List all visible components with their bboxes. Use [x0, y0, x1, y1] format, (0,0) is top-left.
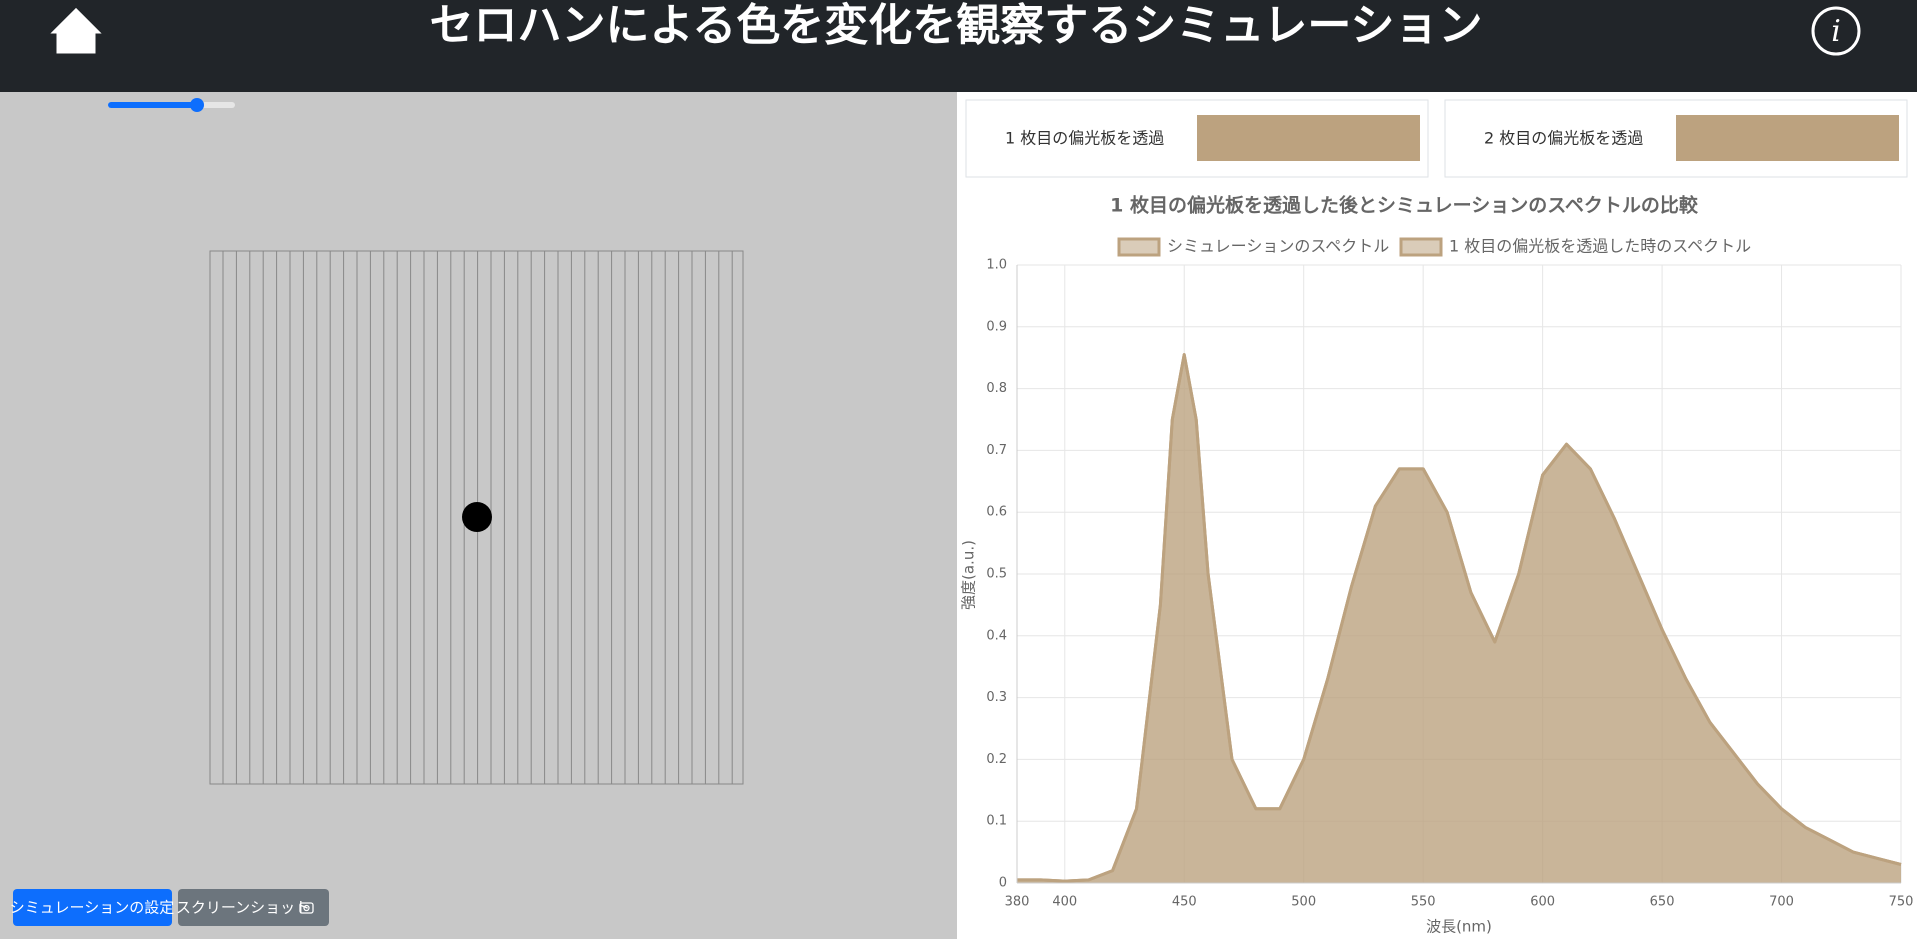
cellophane-stripes — [209, 250, 744, 785]
header-bar — [0, 0, 1917, 92]
x-tick-label: 750 — [1889, 895, 1914, 910]
info-icon[interactable]: i — [1811, 6, 1861, 56]
x-tick-label: 450 — [1172, 895, 1197, 910]
x-tick-label: 650 — [1650, 895, 1675, 910]
x-tick-label: 600 — [1530, 895, 1555, 910]
stripe-frame — [209, 250, 744, 785]
screenshot-button[interactable]: スクリーンショット — [176, 889, 329, 926]
screenshot-label: スクリーンショット — [176, 899, 310, 917]
y-tick-label: 0.5 — [986, 567, 1007, 582]
home-icon[interactable] — [50, 7, 102, 54]
x-tick-label: 550 — [1411, 895, 1436, 910]
legend-label: 1 枚目の偏光板を透過した時のスペクトル — [1449, 237, 1751, 256]
color-swatch — [1676, 115, 1899, 161]
x-tick-label: 380 — [1005, 895, 1030, 910]
y-tick-label: 0.1 — [986, 814, 1007, 829]
legend-label: シミュレーションのスペクトル — [1167, 237, 1389, 256]
y-tick-label: 1.0 — [986, 258, 1007, 273]
y-tick-label: 0.8 — [986, 381, 1007, 396]
x-tick-label: 700 — [1769, 895, 1794, 910]
area-fill — [1017, 354, 1901, 884]
settings-label: シミュレーションの設定 — [10, 899, 174, 917]
swatch-label: 1 枚目の偏光板を透過 — [1005, 129, 1164, 148]
y-tick-label: 0.6 — [986, 505, 1007, 520]
x-tick-label: 400 — [1052, 895, 1077, 910]
settings-button[interactable]: シミュレーションの設定 — [10, 889, 174, 926]
legend-swatch — [1117, 237, 1161, 257]
y-tick-label: 0.4 — [986, 628, 1007, 643]
light-point[interactable] — [462, 502, 492, 532]
y-tick-label: 0.2 — [986, 752, 1007, 767]
spectrum-line — [1017, 353, 1902, 883]
swatch-label: 2 枚目の偏光板を透過 — [1484, 129, 1643, 148]
y-tick-label: 0.9 — [986, 319, 1007, 334]
slider[interactable] — [108, 98, 235, 112]
y-tick-label: 0.3 — [986, 690, 1007, 705]
chart-title: 1 枚目の偏光板を透過した後とシミュレーションのスペクトルの比較 — [1110, 194, 1699, 217]
x-tick-label: 500 — [1291, 895, 1316, 910]
y-tick-label: 0 — [999, 876, 1007, 891]
legend-swatch — [1399, 237, 1443, 257]
header-title: セロハンによる色を変化を観察するシミュレーション — [430, 0, 1483, 51]
x-axis-label: 波長(nm) — [1426, 918, 1492, 936]
y-axis-label: 強度(a.u.) — [960, 540, 978, 610]
color-swatch — [1197, 115, 1420, 161]
y-tick-label: 0.7 — [986, 443, 1007, 458]
svg-text:i: i — [1831, 14, 1841, 49]
